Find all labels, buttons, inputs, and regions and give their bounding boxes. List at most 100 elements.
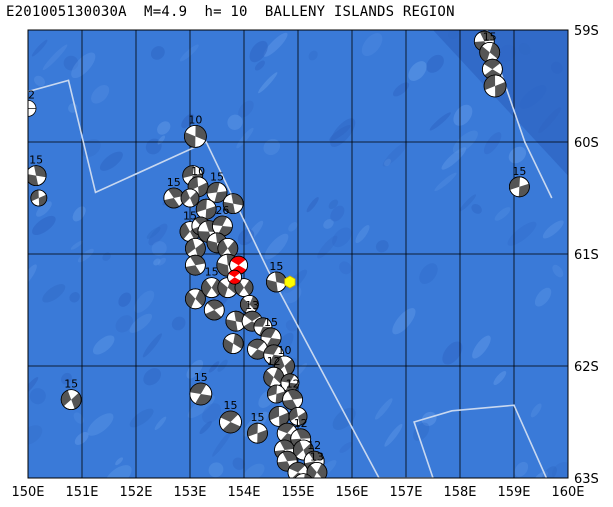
longitude-label: 160E [551,485,584,500]
focal-mechanism-beachball [222,193,244,215]
bathymetry-patch [157,121,171,135]
bathymetry-patch [330,205,345,222]
bathymetry-patch [232,457,245,470]
focal-mechanism-beachball [509,176,530,198]
bathymetry-patch [102,252,111,261]
bathymetry-patch [227,114,243,130]
latitude-label: 61S [574,248,599,263]
focal-mechanism-beachball [239,294,259,314]
bathymetry-patch [143,368,162,386]
longitude-label: 152E [119,485,152,500]
bathymetry-patch [542,220,564,239]
bathymetry-patch [115,457,124,466]
bathymetry-patch [453,104,473,126]
longitude-label: 157E [389,485,422,500]
bathymetry-patch [285,319,298,332]
depth-label: 15 [269,260,283,273]
bathymetry-patch [472,335,491,359]
longitude-label: 151E [65,485,98,500]
bathymetry-patch [60,372,72,385]
bathymetry-patch [28,377,39,397]
bathymetry-patch [534,287,552,307]
bathymetry-patch [92,335,115,355]
focal-mechanism-beachball [287,462,309,478]
epicenter-marker [284,275,296,289]
bathymetry-patch [421,411,437,427]
bathymetry-patch [413,422,430,441]
depth-label: 12 [21,88,35,101]
longitude-label: 158E [443,485,476,500]
bathymetry-patch [115,315,134,333]
bathymetry-patch [263,32,288,57]
bathymetry-patch [31,39,48,57]
bathymetry-patch [329,125,351,141]
bathymetry-patch [72,206,86,222]
bathymetry-patch [254,60,265,71]
bathymetry-patch [202,403,222,424]
bathymetry-patch [429,112,451,131]
bathymetry-patch [552,264,564,278]
focal-mechanism-beachball [288,406,308,426]
bathymetry-patch [208,361,220,373]
focal-mechanism-beachball [225,310,247,332]
latitude-label: 63S [574,472,599,487]
bathymetry-patch [42,44,68,71]
bathymetry-patch [541,466,557,478]
focal-mechanism-beachball [28,100,37,117]
depth-label: 15 [477,19,491,32]
bathymetry-patch [384,423,403,447]
longitude-label: 159E [497,485,530,500]
bathymetry-patch [212,430,232,457]
bathymetry-patch [459,194,477,212]
bathymetry-patch [552,462,568,478]
bathymetry-patch [530,403,542,418]
depth-label: 15 [512,165,526,178]
bathymetry-patch [538,107,562,134]
depth-label: 15 [483,30,497,43]
bathymetry-patch [392,308,416,335]
depth-label: 26 [215,204,229,217]
depth-label: 15 [194,371,208,384]
bathymetry-patch [507,221,537,246]
focal-mechanism-beachball [163,187,185,209]
depth-label: 12 [294,417,308,430]
bathymetry-patch [142,333,162,358]
focal-mechanism-beachball [481,58,503,80]
bathymetry-patch [71,52,96,79]
bathymetry-patch [150,46,165,60]
bathymetry-patch [339,442,353,453]
bathymetry-patch [63,55,79,71]
focal-mechanism-beachball [211,215,233,237]
focal-mechanism-beachball [183,124,207,148]
bathymetry-patch [408,61,427,81]
focal-mechanism-beachball [30,189,48,207]
depth-label: 15 [224,399,238,412]
bathymetry-patch [157,257,166,266]
bathymetry-patch [148,223,168,246]
bathymetry-patch [238,100,254,118]
bathymetry-patch [306,197,319,213]
longitude-tick-labels: 150E 151E 152E 153E 154E 155E 156E 157E 158E 159E… [11,485,584,500]
map-frame [27,29,569,479]
bathymetry-patch [118,292,132,307]
depth-label: 12 [267,355,281,368]
bathymetry-patch [258,72,278,94]
bathymetry-patch [171,316,186,331]
depth-label: 10 [191,165,205,178]
bathymetry-patch [243,463,265,478]
bathymetry-patch [91,84,110,104]
focal-mechanism-beachball [184,288,206,310]
bathymetry-patch [471,203,482,214]
bathymetry-patch [493,371,507,385]
depth-label: 12 [307,439,321,452]
bathymetry-patch [328,199,339,210]
longitude-label: 156E [335,485,368,500]
bathymetry-patch [419,263,438,284]
depth-label: 15 [167,176,181,189]
bathymetry-patch [146,226,161,239]
bathymetry-patch [519,85,547,109]
bathymetry-patch [186,359,204,379]
bathymetry-patch [308,50,318,61]
bathymetry-patch [483,132,502,155]
